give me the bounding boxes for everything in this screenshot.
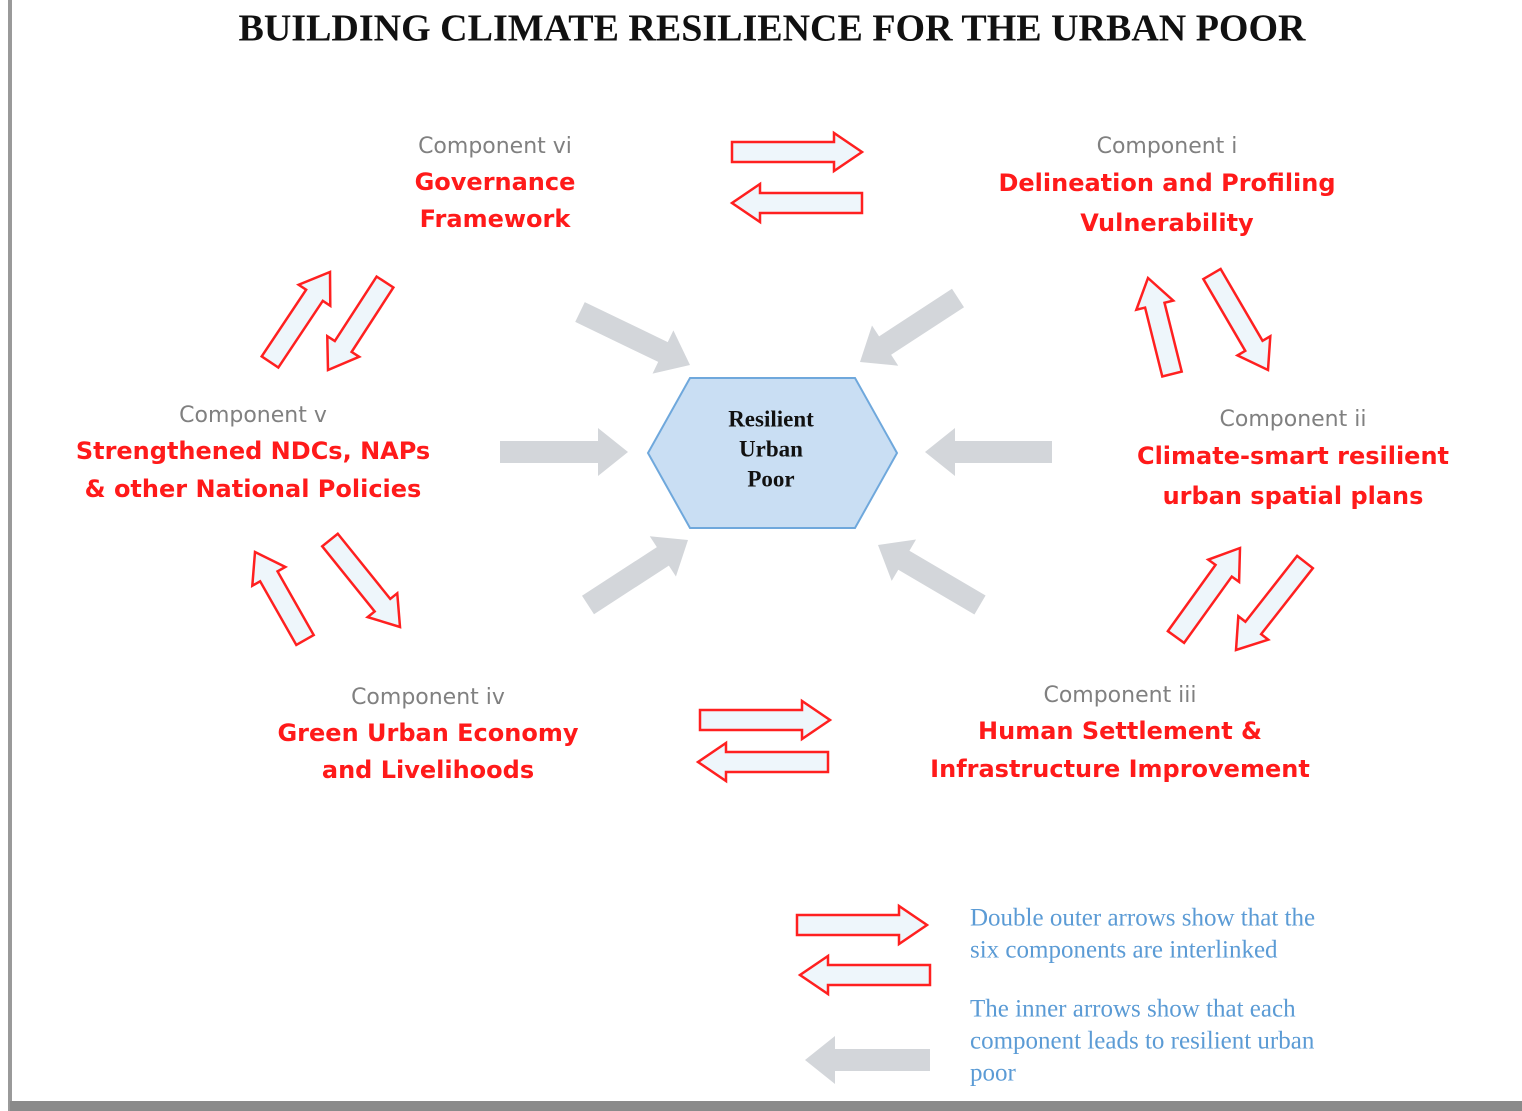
legend-text: The inner arrows show that each [970, 996, 1296, 1023]
component-name: & other National Policies [85, 475, 422, 503]
legend-text: six components are interlinked [970, 937, 1278, 964]
link-arrow [1166, 546, 1242, 645]
center-label: Resilient [728, 406, 814, 431]
component-label: Component i [1097, 134, 1238, 159]
component-name: Human Settlement & [978, 717, 1262, 745]
link-arrow [1234, 554, 1315, 652]
title: BUILDING CLIMATE RESILIENCE FOR THE URBA… [239, 8, 1307, 50]
link-arrow [695, 740, 830, 784]
link-arrow [320, 531, 402, 629]
legend-text: component leads to resilient urban [970, 1028, 1315, 1055]
link-arrow [1134, 275, 1184, 378]
inner-arrow [805, 1036, 930, 1084]
component-name: urban spatial plans [1163, 482, 1424, 510]
link-arrow [1201, 267, 1272, 372]
legend-text: Double outer arrows show that the [970, 905, 1315, 932]
component-name: Strengthened NDCs, NAPs [76, 437, 430, 465]
center-label: Poor [747, 466, 794, 491]
link-arrow [250, 550, 316, 647]
inner-arrow [860, 288, 965, 366]
inner-arrow [925, 428, 1052, 476]
link-arrow [797, 953, 932, 997]
component-label: Component v [179, 403, 327, 428]
legend-text: poor [970, 1060, 1017, 1087]
inner-arrow [582, 536, 689, 615]
link-arrow [259, 270, 332, 370]
component-label: Component iii [1043, 683, 1196, 708]
link-arrow [325, 274, 396, 372]
center-hexagon [646, 377, 899, 529]
component-name: Delineation and Profiling [998, 169, 1335, 197]
link-arrow [730, 130, 865, 174]
component-label: Component vi [418, 134, 572, 159]
link-arrow [795, 903, 930, 947]
inner-arrow [500, 428, 628, 476]
link-arrow [698, 698, 833, 742]
component-name: Framework [420, 205, 572, 233]
link-arrow [729, 181, 864, 225]
component-name: Green Urban Economy [277, 719, 578, 747]
inner-arrow [575, 302, 690, 374]
component-name: Climate-smart resilient [1137, 442, 1449, 470]
component-name: Vulnerability [1080, 209, 1254, 237]
component-name: Governance [415, 168, 576, 196]
component-label: Component iv [351, 685, 505, 710]
component-name: Infrastructure Improvement [930, 755, 1310, 783]
inner-arrow [877, 539, 986, 615]
component-name: and Livelihoods [322, 756, 534, 784]
component-label: Component ii [1220, 407, 1367, 432]
center-label: Urban [739, 436, 803, 461]
frame-bottom [10, 1101, 1522, 1111]
